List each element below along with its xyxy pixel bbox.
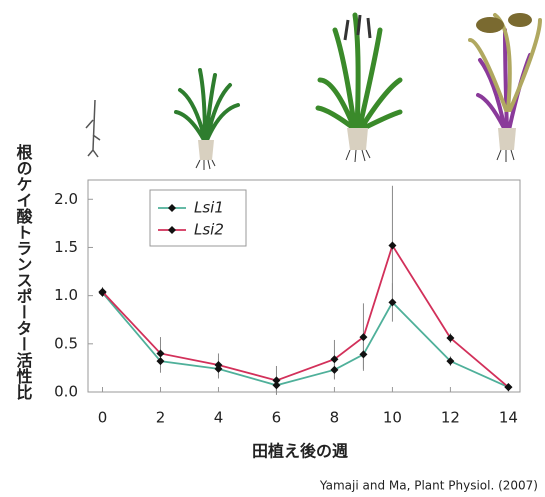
series-line <box>102 293 508 387</box>
x-tick-label: 6 <box>272 409 282 427</box>
y-tick-label: 2.0 <box>54 190 78 208</box>
y-tick-label: 1.5 <box>54 238 78 256</box>
x-tick-label: 2 <box>156 409 166 427</box>
marker <box>359 350 367 358</box>
y-axis-label: 根のケイ酸トランスポーター活性比 <box>14 143 33 401</box>
chart: 根のケイ酸トランスポーター活性比 田植え後の週 Yamaji and Ma, P… <box>0 0 545 497</box>
source: Yamaji and Ma, Plant Physiol. (2007) <box>319 479 538 493</box>
y-tick-label: 0.5 <box>54 334 78 352</box>
x-tick-label: 12 <box>441 409 460 427</box>
marker <box>330 366 338 374</box>
legend-label: Lsi2 <box>194 221 224 239</box>
series-line <box>102 246 508 388</box>
y-tick-label: 0.0 <box>54 383 78 401</box>
y-tick-label: 1.0 <box>54 286 78 304</box>
x-tick-label: 14 <box>499 409 518 427</box>
x-tick-label: 8 <box>330 409 340 427</box>
marker <box>272 376 280 384</box>
x-axis-label: 田植え後の週 <box>252 442 348 461</box>
x-tick-label: 4 <box>214 409 224 427</box>
x-tick-label: 10 <box>383 409 402 427</box>
x-tick-label: 0 <box>98 409 108 427</box>
plant-illustrations <box>86 13 540 170</box>
legend-label: Lsi1 <box>194 199 224 217</box>
